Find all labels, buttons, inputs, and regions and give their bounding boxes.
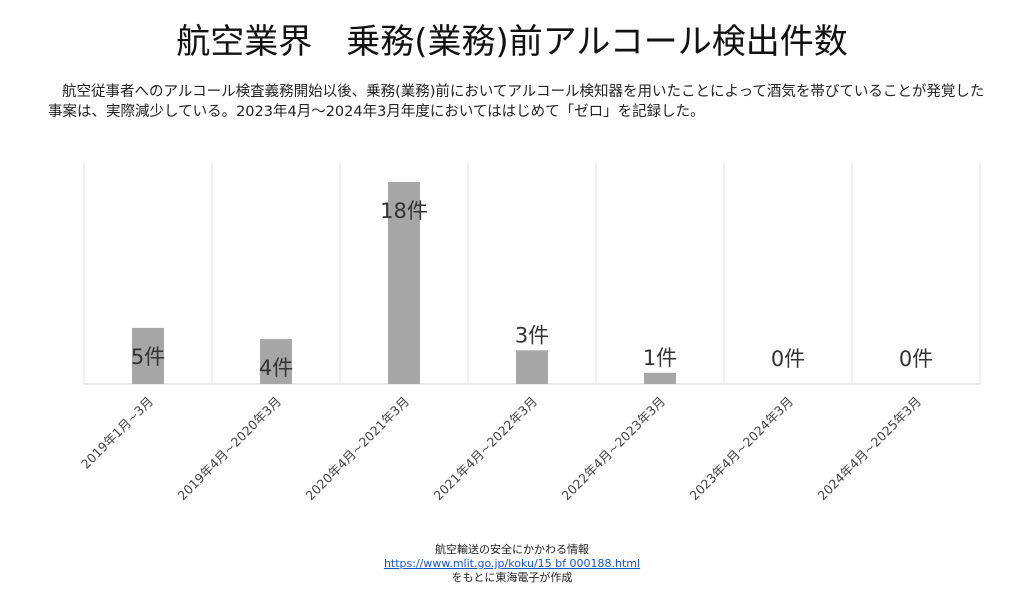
data-label: 5件: [131, 345, 165, 369]
bar: [132, 327, 164, 384]
source-note: 航空輸送の安全にかかわる情報 https://www.mlit.go.jp/ko…: [0, 543, 1024, 585]
chart-description: 航空従事者へのアルコール検査義務開始以後、乗務(業務)前においてアルコール検知器…: [48, 84, 985, 120]
x-tick-label: 2020年4月~2021年3月: [303, 394, 413, 504]
x-tick-label: 2019年4月~2020年3月: [175, 394, 285, 504]
source-title: 航空輸送の安全にかかわる情報: [435, 543, 589, 556]
bar: [516, 350, 548, 384]
x-tick-label: 2024年4月~2025年3月: [815, 394, 925, 504]
chart-svg: 5件 2019年1月~3月 4件 2019年4月~2020年3月 18件 2020年4月~…: [78, 162, 981, 504]
x-tick-label: 2023年4月~2024年3月: [687, 394, 797, 504]
x-tick-label: 2022年4月~2023年3月: [559, 394, 669, 504]
data-label: 0件: [771, 347, 805, 371]
bar: [644, 372, 676, 384]
source-link[interactable]: https://www.mlit.go.jp/koku/15 bf 000188…: [383, 557, 641, 570]
data-label: 4件: [259, 356, 293, 380]
source-credit: をもとに東海電子が作成: [451, 571, 573, 584]
x-tick-label: 2019年1月~3月: [78, 394, 156, 472]
chart-title: 航空業界 乗務(業務)前アルコール検出件数: [176, 22, 848, 62]
data-label: 3件: [515, 323, 549, 347]
data-label: 18件: [380, 199, 428, 223]
data-label: 1件: [643, 346, 677, 370]
bar: [388, 182, 420, 384]
data-label: 0件: [899, 347, 933, 371]
bar: [260, 339, 292, 384]
x-tick-label: 2021年4月~2022年3月: [431, 394, 541, 504]
bar-chart: 5件 2019年1月~3月 4件 2019年4月~2020年3月 18件 2020年4月~…: [0, 140, 1024, 540]
